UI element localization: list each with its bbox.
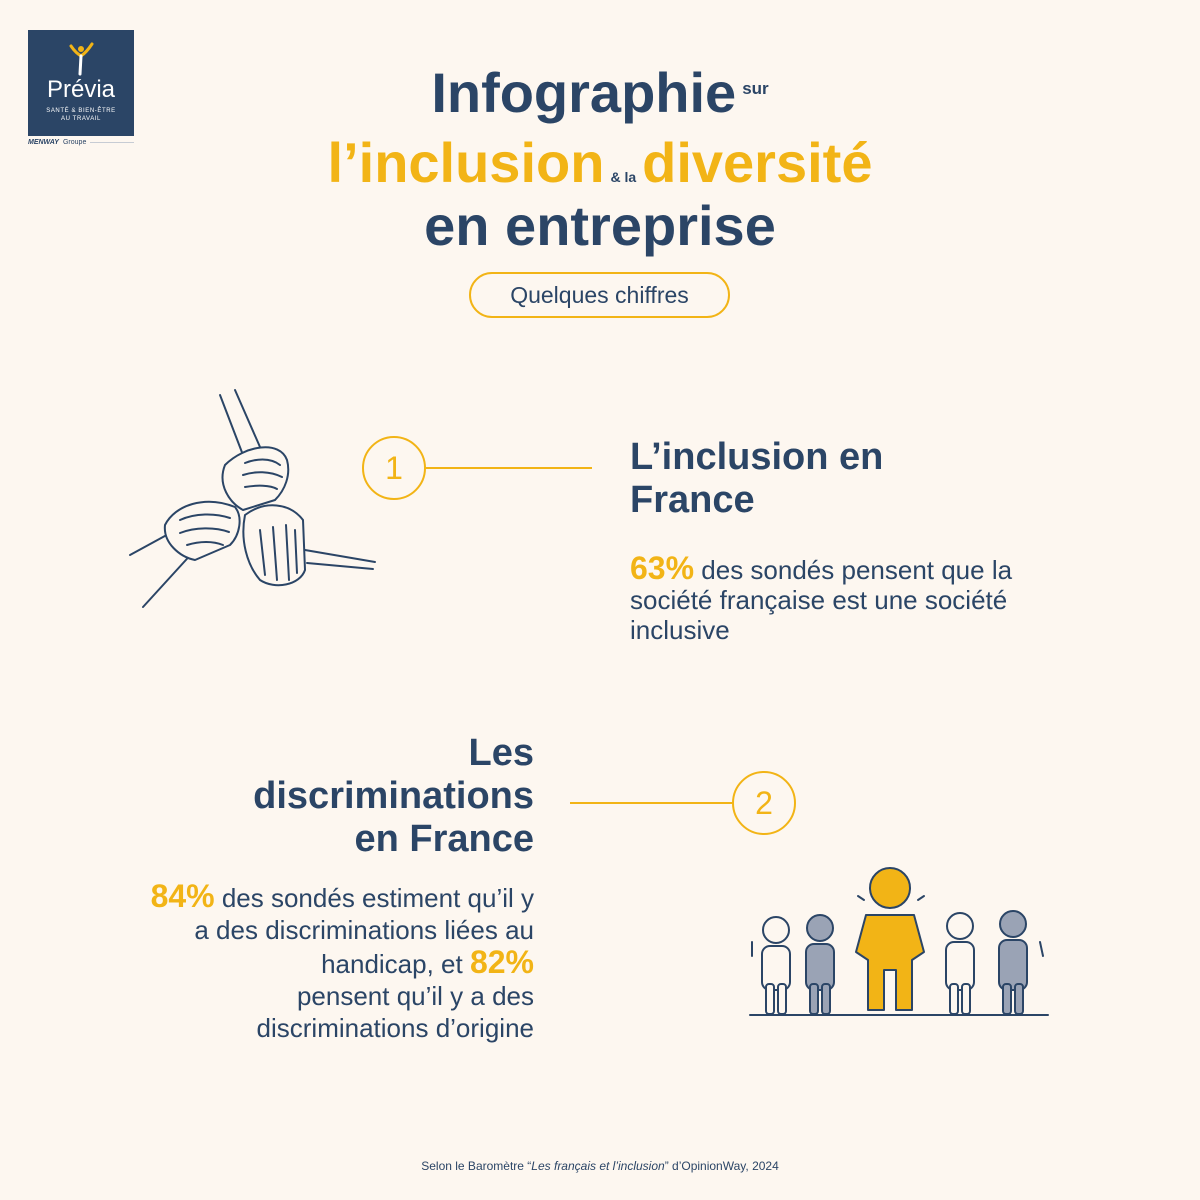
connector-line bbox=[570, 802, 732, 804]
stat-value: 63% bbox=[630, 550, 695, 586]
footnote-title: Les français et l’inclusion bbox=[531, 1159, 665, 1173]
title-inclusion: l’inclusion bbox=[327, 131, 605, 194]
section-text: 84% des sondés estiment qu’il y a des di… bbox=[140, 880, 534, 1044]
source-footnote: Selon le Baromètre “Les français et l’in… bbox=[0, 1159, 1200, 1173]
heading-line: Les bbox=[468, 732, 534, 774]
logo-tagline: AU TRAVAIL bbox=[60, 116, 101, 122]
title-connector: & la bbox=[610, 169, 637, 185]
title-diversite: diversité bbox=[642, 131, 873, 194]
section-heading: Les discriminations en France bbox=[180, 732, 534, 861]
group-label: Groupe bbox=[62, 139, 87, 146]
title-line-3: en entreprise bbox=[0, 193, 1200, 258]
stat-value: 82% bbox=[469, 944, 534, 980]
footnote-suffix: ” d’OpinionWay, 2024 bbox=[664, 1159, 779, 1173]
joined-hands-icon bbox=[129, 389, 376, 608]
heading-line: discriminations bbox=[253, 775, 534, 817]
logo-tagline: SANTÉ & BIEN-ÊTRE bbox=[46, 108, 116, 114]
stat-description: des sondés estiment qu’il y a des discri… bbox=[194, 883, 534, 979]
step-number-circle: 2 bbox=[732, 771, 796, 835]
group-brand: MENWAY bbox=[28, 139, 59, 146]
section-text: 63% des sondés pensent que la société fr… bbox=[630, 550, 1020, 645]
footnote-prefix: Selon le Baromètre “ bbox=[421, 1159, 532, 1173]
stat-value: 84% bbox=[150, 878, 215, 914]
figure-arms-up-icon bbox=[69, 42, 94, 76]
title-main: Infographie bbox=[431, 61, 737, 124]
group-of-people-icon bbox=[749, 867, 1049, 1016]
divider bbox=[90, 142, 134, 143]
subtitle-pill: Quelques chiffres bbox=[469, 272, 730, 318]
title-small: sur bbox=[742, 79, 769, 98]
heading-line: en France bbox=[354, 818, 534, 860]
connector-line bbox=[426, 467, 592, 469]
step-number-circle: 1 bbox=[362, 436, 426, 500]
section-heading: L’inclusion en France bbox=[630, 436, 884, 521]
title-line-1: Infographie sur bbox=[0, 60, 1200, 125]
title-line-2: l’inclusion & la diversité bbox=[0, 130, 1200, 195]
group-line: MENWAY Groupe bbox=[28, 139, 134, 146]
title-entreprise: en entreprise bbox=[424, 194, 776, 257]
stat-description: des sondés pensent que la société frança… bbox=[630, 555, 1013, 645]
previa-logo: Prévia SANTÉ & BIEN-ÊTRE AU TRAVAIL bbox=[28, 30, 134, 136]
logo-name: Prévia bbox=[46, 76, 116, 103]
stat-description: pensent qu’il y a des discriminations d’… bbox=[256, 981, 534, 1043]
